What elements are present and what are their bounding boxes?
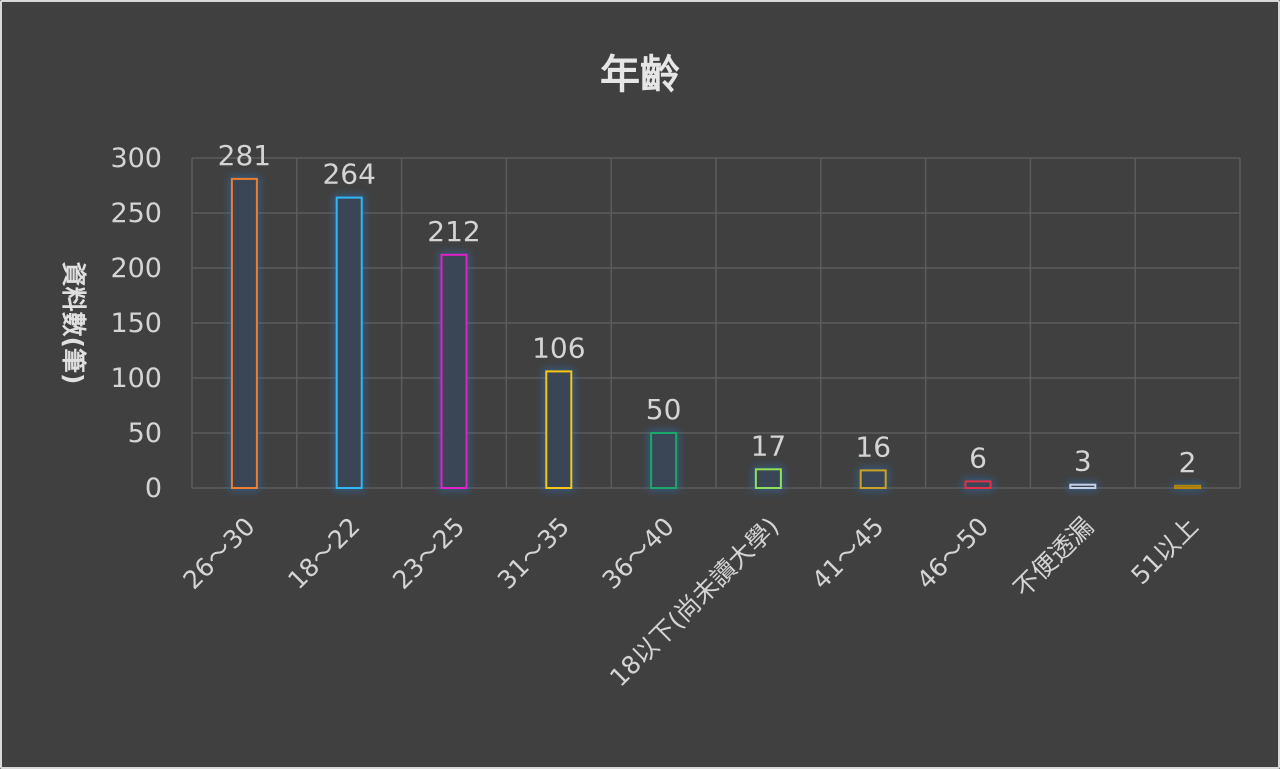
x-tick-label: 不便透漏	[1008, 512, 1099, 603]
bars	[228, 175, 1204, 491]
x-tick-label: 41～45	[806, 512, 889, 595]
y-tick-label: 300	[110, 143, 162, 174]
bar	[230, 177, 258, 489]
data-label: 50	[646, 393, 682, 426]
data-label: 3	[1074, 445, 1092, 478]
data-label: 17	[751, 429, 787, 462]
y-tick-label: 250	[110, 198, 162, 229]
x-tick-label: 51以上	[1125, 512, 1203, 590]
bar	[1069, 483, 1097, 490]
bar	[440, 253, 468, 489]
y-tick-label: 50	[128, 418, 162, 449]
x-tick-label: 23～25	[387, 512, 470, 595]
data-labels: 281 264 212 106 50 17 16 6 3 2	[218, 139, 1197, 479]
data-label: 212	[427, 215, 480, 248]
bar	[859, 469, 887, 489]
bar	[964, 480, 992, 489]
x-tick-label: 18～22	[282, 512, 365, 595]
bar	[650, 432, 678, 489]
data-label: 106	[532, 331, 585, 364]
y-tick-label: 0	[145, 473, 162, 504]
bar	[545, 370, 573, 489]
data-label: 16	[855, 430, 891, 463]
data-label: 264	[322, 158, 375, 191]
y-tick-label: 200	[110, 253, 162, 284]
y-axis-ticks: 0 50 100 150 200 250 300	[110, 143, 162, 504]
data-label: 6	[969, 441, 987, 474]
x-tick-label: 36～40	[597, 512, 680, 595]
y-tick-label: 100	[110, 363, 162, 394]
chart-title: 年齡	[600, 52, 680, 98]
gridlines	[191, 157, 1241, 489]
x-tick-label: 26～30	[177, 512, 260, 595]
y-axis-title: 資料數(筆)	[59, 262, 88, 385]
bar	[754, 468, 782, 489]
data-label: 2	[1179, 446, 1197, 479]
bar	[335, 196, 363, 489]
data-label: 281	[218, 139, 271, 172]
y-tick-label: 150	[110, 308, 162, 339]
bar	[1174, 484, 1202, 489]
x-tick-label: 31～35	[492, 512, 575, 595]
x-tick-label: 46～50	[911, 512, 994, 595]
